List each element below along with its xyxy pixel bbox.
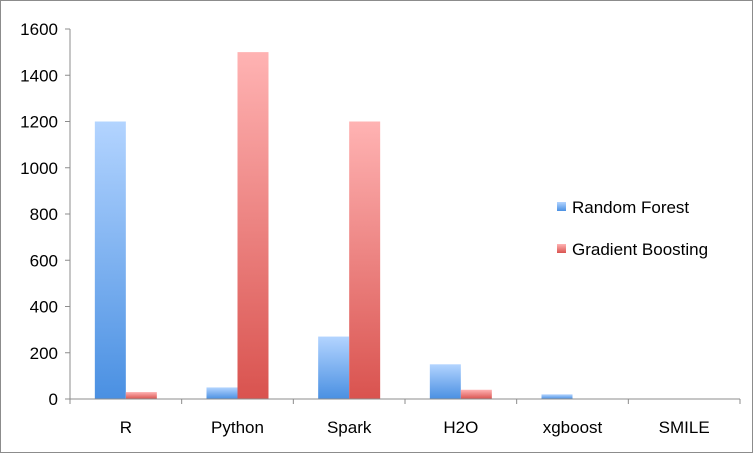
legend: Random Forest Gradient Boosting [557,198,708,259]
x-tick-label: H2O [443,418,478,437]
y-tick-label: 200 [30,344,58,363]
y-tick-label: 800 [30,205,58,224]
x-tick-label: R [120,418,132,437]
bar-gradient-boosting-python [237,52,269,399]
x-tick-label: SMILE [659,418,710,437]
y-tick-label: 1200 [20,113,58,132]
y-tick-label: 1400 [20,66,58,85]
legend-swatch [557,244,566,253]
y-tick-label: 1600 [20,20,58,39]
bar-random-forest-h2o [429,364,461,399]
x-tick-label: xgboost [543,418,603,437]
x-tick-label: Spark [327,418,372,437]
bar-gradient-boosting-h2o [460,389,492,399]
y-tick-label: 0 [49,390,58,409]
plot-bars [94,52,573,399]
y-tick-label: 400 [30,298,58,317]
legend-label: Gradient Boosting [572,240,708,259]
bar-random-forest-xgboost [541,394,573,399]
x-axis-ticks: R Python Spark H2O xgboost SMILE [69,399,741,437]
bar-random-forest-r [94,121,126,399]
y-tick-label: 1000 [20,159,58,178]
bar-gradient-boosting-spark [349,121,381,399]
x-tick-label: Python [211,418,264,437]
legend-label: Random Forest [572,198,689,217]
bar-random-forest-python [206,387,238,399]
bar-gradient-boosting-r [125,392,157,399]
bar-random-forest-spark [318,336,350,399]
y-tick-label: 600 [30,251,58,270]
legend-swatch [557,202,566,211]
y-axis-ticks: 0 200 400 600 800 1000 1200 1400 1600 [20,20,70,409]
